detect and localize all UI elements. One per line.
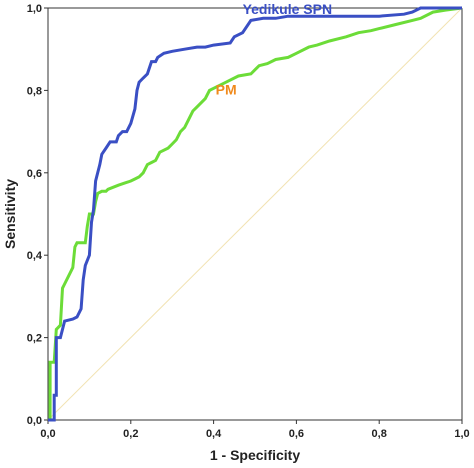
x-axis-title: 1 - Specificity — [210, 447, 300, 463]
series-label-pm: PM — [216, 82, 237, 98]
reference-diagonal-line — [47, 7, 463, 421]
axes — [47, 7, 463, 421]
x-tick-label: 1,0 — [454, 428, 469, 440]
y-tick-label: 0,4 — [27, 250, 43, 262]
y-tick-label: 0,6 — [27, 168, 42, 180]
series-label-yedikule-spn: Yedikule SPN — [243, 1, 332, 17]
y-tick-label: 0,8 — [27, 85, 42, 97]
ticks: 0,0 0,2 0,4 0,6 0,8 1,0 0,0 0,2 0,4 0,6 0,8 1,0 — [27, 3, 470, 440]
x-tick-label: 0,4 — [206, 428, 222, 440]
x-tick-label: 0,6 — [289, 428, 304, 440]
x-tick-label: 0,2 — [123, 428, 138, 440]
y-tick-label: 0,0 — [27, 415, 42, 427]
y-axis-title: Sensitivity — [2, 179, 18, 249]
y-tick-label: 0,2 — [27, 333, 42, 345]
series-line-yedikule-spn — [48, 6, 462, 422]
x-tick-label: 0,8 — [372, 428, 387, 440]
y-tick-label: 1,0 — [27, 3, 42, 15]
x-tick-label: 0,0 — [40, 428, 55, 440]
series-line-pm — [48, 6, 463, 422]
series-group: Yedikule SPN PM — [48, 1, 463, 422]
